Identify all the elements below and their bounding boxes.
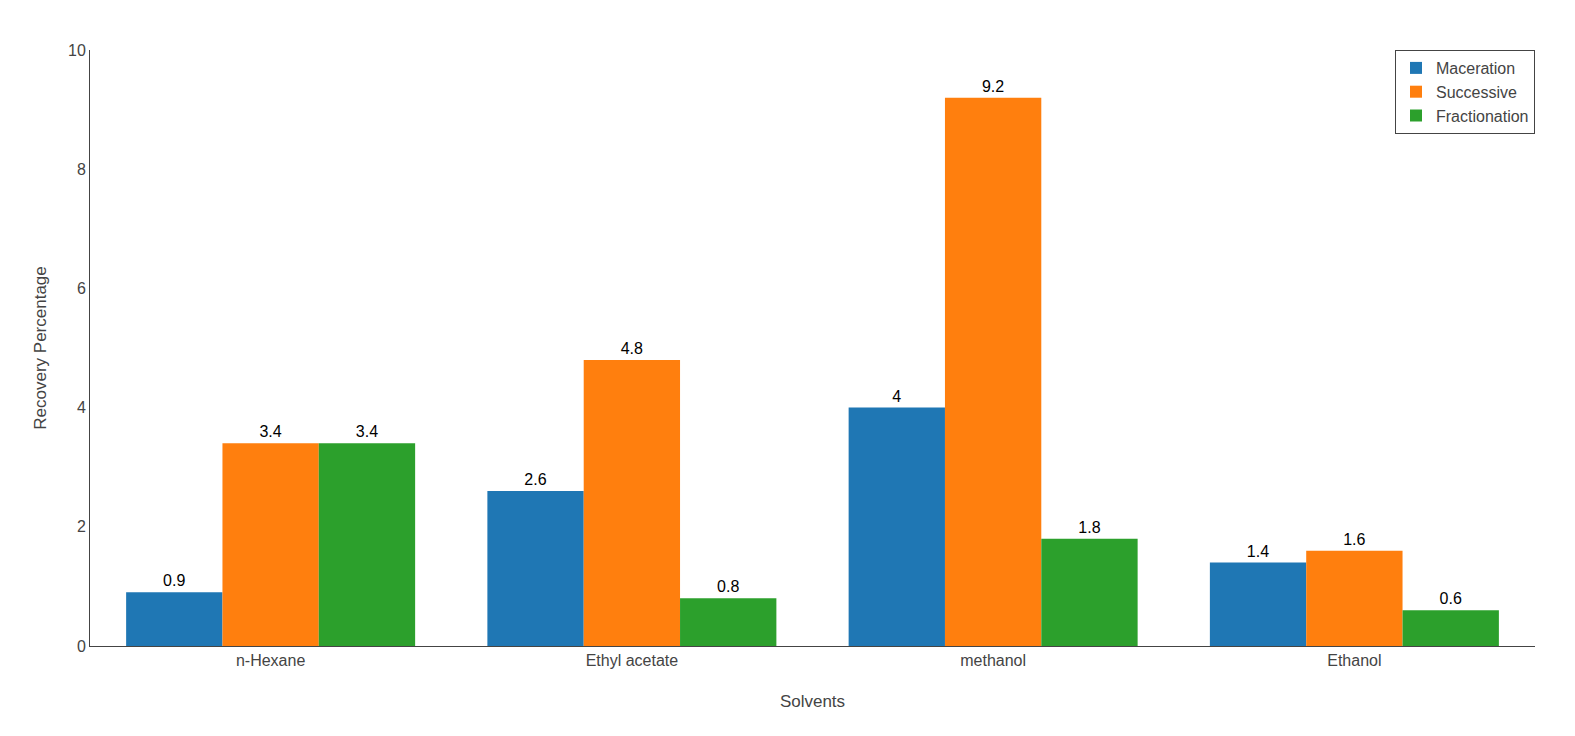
svg-text:3.4: 3.4 [259,423,281,440]
svg-text:6: 6 [77,280,86,297]
svg-text:0.6: 0.6 [1440,590,1462,607]
svg-text:9.2: 9.2 [982,78,1004,95]
svg-text:4: 4 [77,399,86,416]
svg-text:Ethyl acetate: Ethyl acetate [586,652,679,669]
svg-text:n-Hexane: n-Hexane [236,652,305,669]
svg-text:Maceration: Maceration [1436,60,1515,77]
svg-text:0: 0 [77,638,86,655]
svg-text:2: 2 [77,518,86,535]
svg-text:0.9: 0.9 [163,572,185,589]
svg-text:3.4: 3.4 [356,423,378,440]
svg-text:10: 10 [68,42,86,59]
svg-text:1.6: 1.6 [1343,531,1365,548]
svg-text:1.4: 1.4 [1247,543,1269,560]
svg-text:1.8: 1.8 [1078,519,1100,536]
svg-text:Solvents: Solvents [780,692,845,711]
svg-text:methanol: methanol [960,652,1026,669]
svg-text:4: 4 [892,388,901,405]
svg-text:Ethanol: Ethanol [1327,652,1381,669]
svg-text:Recovery Percentage: Recovery Percentage [31,266,50,429]
svg-text:4.8: 4.8 [621,340,643,357]
svg-text:0.8: 0.8 [717,578,739,595]
svg-text:Fractionation: Fractionation [1436,108,1529,125]
svg-text:8: 8 [77,161,86,178]
svg-text:Successive: Successive [1436,84,1517,101]
svg-text:2.6: 2.6 [524,471,546,488]
